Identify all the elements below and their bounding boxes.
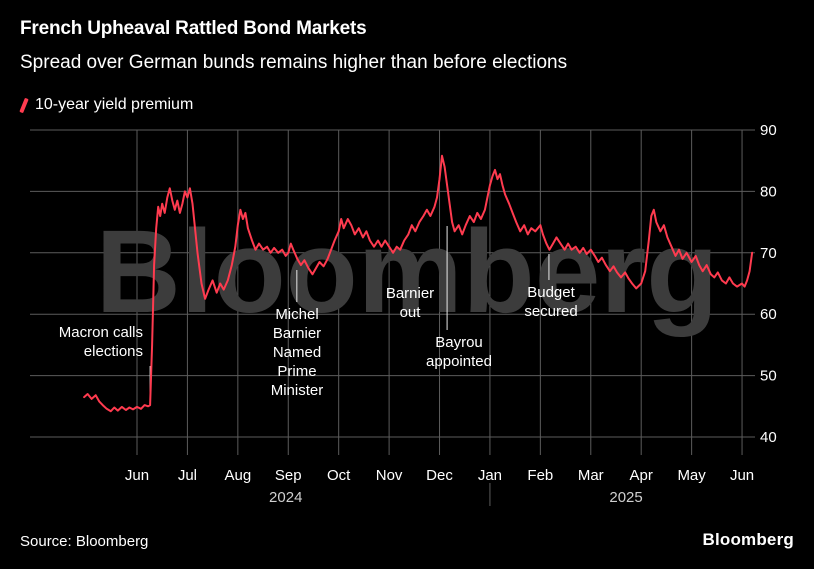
svg-text:Sep: Sep	[275, 467, 302, 484]
svg-text:80: 80	[760, 183, 777, 200]
svg-text:Dec: Dec	[426, 467, 453, 484]
annotation-bayrou-appointed: Bayrou appointed	[404, 333, 514, 371]
svg-text:Jun: Jun	[125, 467, 149, 484]
annotation-barnier-out: Barnier out	[368, 284, 452, 322]
source-label: Source: Bloomberg	[20, 533, 149, 550]
svg-text:50: 50	[760, 368, 777, 385]
legend-label: 10-year yield premium	[35, 96, 194, 113]
svg-text:90: 90	[760, 122, 777, 139]
annotation-budget-secured: Budget secured	[509, 283, 593, 321]
series-line	[83, 154, 754, 413]
svg-text:2024: 2024	[269, 489, 302, 506]
annotation-macron-calls-elections: Macron calls elections	[28, 323, 143, 361]
annotation-line: elections	[83, 343, 143, 360]
svg-text:70: 70	[760, 245, 777, 262]
svg-text:Jun: Jun	[730, 467, 754, 484]
legend: 10-year yield premium	[19, 96, 194, 114]
svg-text:60: 60	[760, 306, 777, 323]
annotation-line: Named	[272, 344, 322, 361]
bloomberg-logo: Bloomberg	[702, 530, 794, 549]
svg-text:Jan: Jan	[478, 467, 502, 484]
svg-text:Nov: Nov	[376, 467, 403, 484]
annotation-michel-barnier-named-pm: Michel Barnier Named Prime Minister	[250, 305, 344, 400]
page-title: French Upheaval Rattled Bond Markets	[20, 18, 367, 39]
svg-text:40: 40	[760, 429, 777, 446]
annotation-line: appointed	[426, 353, 492, 370]
annotation-line: out	[399, 304, 421, 321]
annotation-line: Macron calls	[58, 324, 143, 341]
svg-text:Aug: Aug	[224, 467, 251, 484]
svg-text:Mar: Mar	[578, 467, 604, 484]
svg-text:Oct: Oct	[327, 467, 351, 484]
svg-text:Jul: Jul	[178, 467, 197, 484]
annotation-line: Prime	[277, 363, 317, 380]
annotation-line: Michel	[275, 306, 319, 323]
annotation-line: secured	[524, 303, 578, 320]
annotation-line: Barnier	[272, 325, 322, 342]
annotation-line: Bayrou	[435, 334, 483, 351]
svg-text:May: May	[677, 467, 706, 484]
axis-labels: 40 50 60 70 80 90 Jun Jul Aug Sep Oct Nov Dec Jan Feb M…	[125, 122, 777, 506]
annotation-line: Barnier	[385, 285, 435, 302]
svg-text:Apr: Apr	[630, 467, 653, 484]
line-chart: Bloomberg 40 50 60 70 80 90 Jun Jul Aug Sep Oct Nov D…	[0, 118, 814, 518]
annotation-line: Budget	[527, 284, 575, 301]
annotation-line: Minister	[270, 382, 324, 399]
legend-line-icon	[19, 97, 29, 113]
svg-text:2025: 2025	[609, 489, 642, 506]
svg-text:Feb: Feb	[527, 467, 553, 484]
page-subtitle: Spread over German bunds remains higher …	[20, 52, 568, 73]
